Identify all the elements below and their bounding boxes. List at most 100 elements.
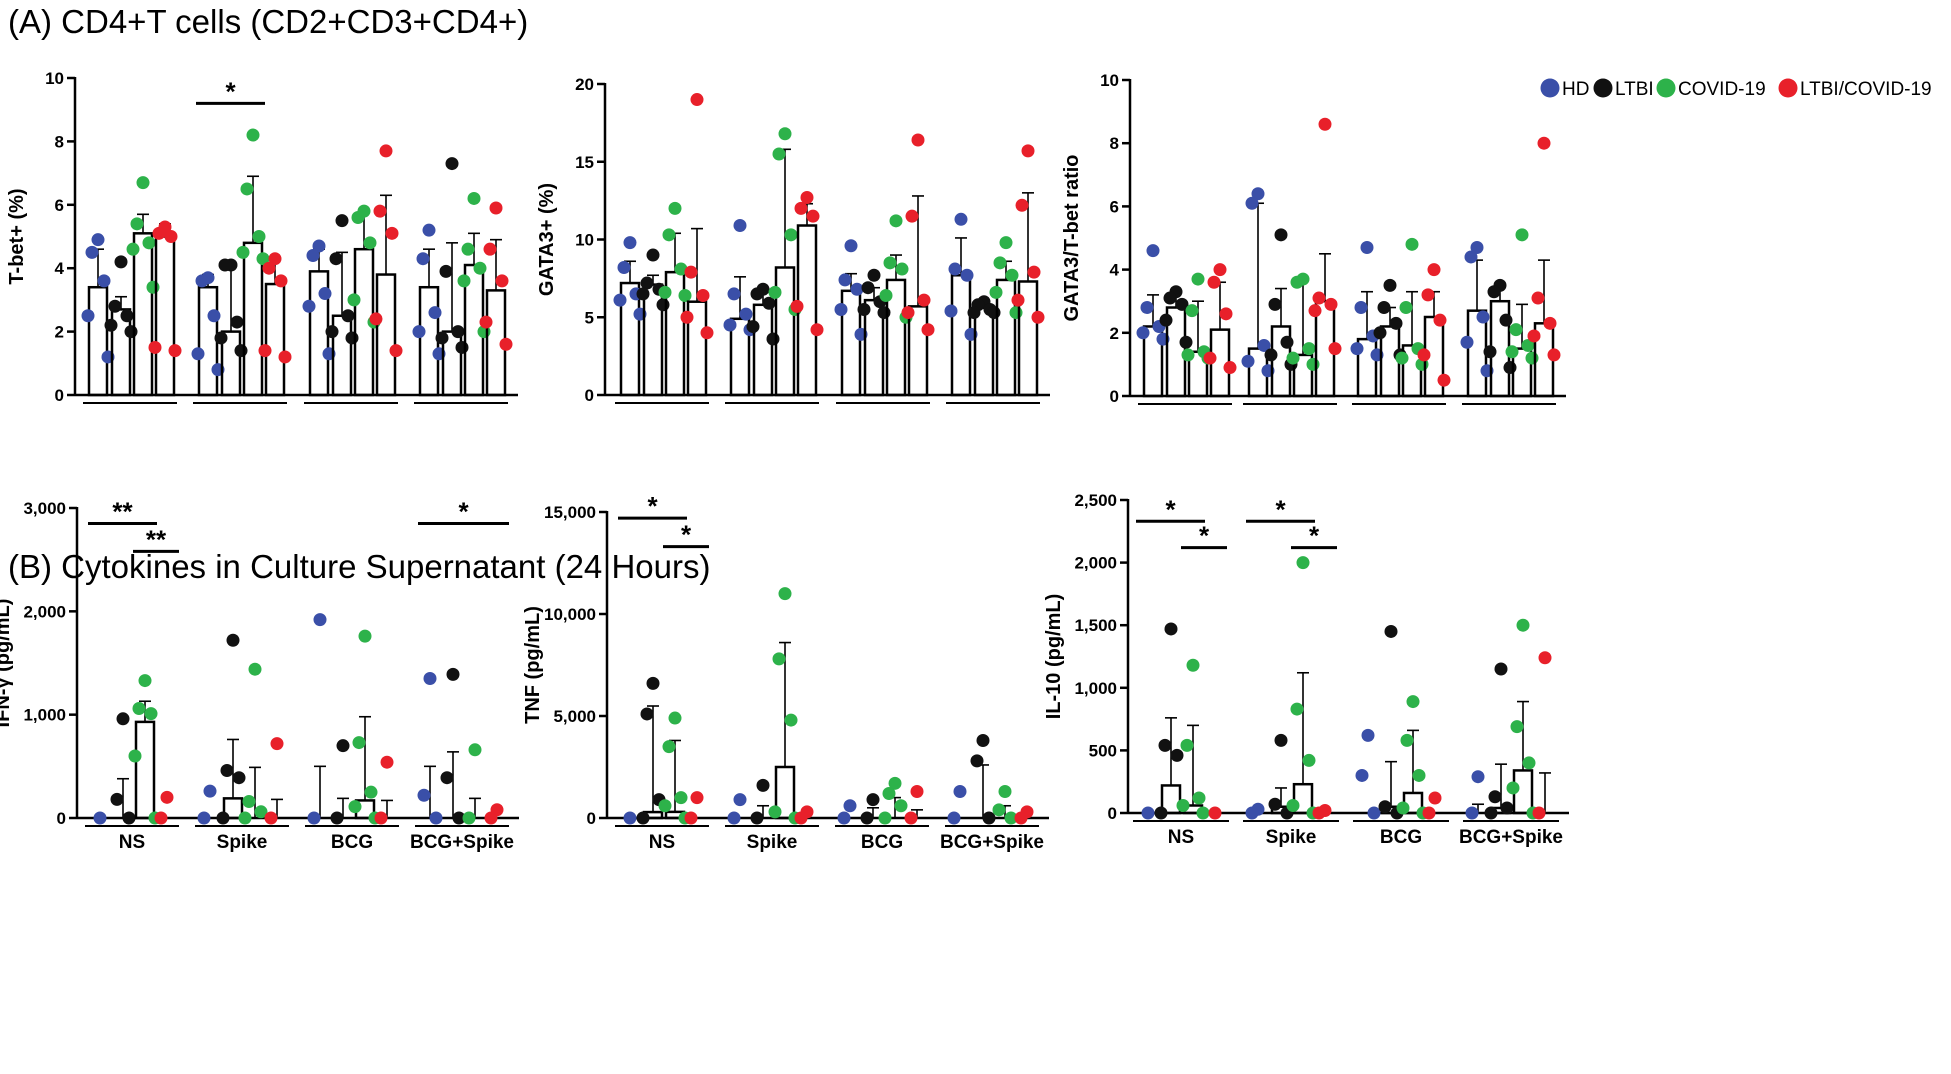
data-point bbox=[992, 803, 1006, 817]
y-axis-label: GATA3+ (%) bbox=[536, 183, 558, 296]
data-point bbox=[216, 811, 230, 825]
data-point bbox=[1268, 297, 1282, 311]
data-point bbox=[264, 811, 278, 825]
panel-tbet: 0 2 4 6 8 10 T-bet+ (%) * bbox=[6, 69, 518, 405]
legend-marker-2 bbox=[1656, 78, 1676, 98]
y-tick-label: 0 bbox=[57, 809, 66, 828]
data-point bbox=[1506, 781, 1520, 795]
data-point bbox=[138, 674, 152, 688]
data-point bbox=[142, 236, 156, 250]
legend-label-3: LTBI/COVID-19 bbox=[1800, 79, 1932, 100]
data-point bbox=[998, 784, 1012, 798]
data-point bbox=[993, 256, 1007, 270]
data-point bbox=[866, 793, 880, 807]
data-point bbox=[312, 239, 326, 253]
y-axis-label: T-bet+ (%) bbox=[6, 188, 28, 284]
data-point bbox=[218, 258, 232, 272]
y-tick-label: 3,000 bbox=[23, 499, 66, 518]
data-point bbox=[911, 133, 925, 147]
data-point bbox=[345, 331, 359, 345]
category-label: BCG+Spike bbox=[940, 832, 1044, 853]
data-point bbox=[766, 332, 780, 346]
data-point bbox=[1164, 622, 1178, 636]
data-point bbox=[1527, 329, 1541, 343]
data-point bbox=[307, 811, 321, 825]
legend-label-2: COVID-19 bbox=[1678, 79, 1766, 100]
data-point bbox=[680, 310, 694, 324]
data-point bbox=[1181, 348, 1195, 362]
data-point bbox=[363, 236, 377, 250]
data-point bbox=[1196, 806, 1210, 820]
data-point bbox=[93, 811, 107, 825]
data-point bbox=[1308, 304, 1322, 318]
data-point bbox=[844, 239, 858, 253]
data-point bbox=[1306, 357, 1320, 371]
y-tick-label: 10 bbox=[45, 69, 64, 88]
data-point bbox=[727, 287, 741, 301]
data-point bbox=[451, 325, 465, 339]
data-point bbox=[883, 256, 897, 270]
data-point bbox=[1460, 335, 1474, 349]
data-point bbox=[352, 736, 366, 750]
data-point bbox=[130, 217, 144, 231]
bar bbox=[1017, 280, 1039, 397]
bar bbox=[1356, 337, 1378, 398]
bar bbox=[752, 303, 774, 397]
y-tick-label: 2 bbox=[1110, 324, 1119, 343]
data-point bbox=[1417, 348, 1431, 362]
data-point bbox=[85, 245, 99, 259]
data-point bbox=[843, 799, 857, 813]
category-label: Spike bbox=[1266, 827, 1317, 848]
data-point bbox=[658, 285, 672, 299]
data-point bbox=[1484, 806, 1498, 820]
data-point bbox=[262, 261, 276, 275]
category-label: BCG bbox=[331, 832, 373, 853]
bar bbox=[87, 285, 109, 397]
data-point bbox=[416, 252, 430, 266]
data-point bbox=[1159, 313, 1173, 327]
data-point bbox=[164, 230, 178, 243]
data-point bbox=[733, 793, 747, 807]
data-point bbox=[1021, 144, 1035, 158]
bar bbox=[907, 305, 929, 397]
data-point bbox=[358, 629, 372, 643]
y-tick-label: 0 bbox=[55, 386, 64, 405]
data-point bbox=[947, 811, 961, 825]
data-point bbox=[351, 210, 365, 224]
data-point bbox=[423, 672, 437, 685]
data-point bbox=[860, 811, 874, 825]
data-point bbox=[1396, 801, 1410, 815]
data-point bbox=[877, 306, 891, 320]
legend-marker-1 bbox=[1593, 78, 1613, 98]
data-point bbox=[1185, 304, 1199, 318]
data-point bbox=[195, 274, 209, 288]
data-point bbox=[690, 791, 704, 805]
data-point bbox=[1505, 345, 1519, 359]
data-point bbox=[429, 811, 443, 825]
data-point bbox=[146, 280, 160, 294]
data-point bbox=[684, 811, 698, 825]
data-point bbox=[656, 298, 670, 312]
y-tick-label: 2,000 bbox=[1074, 554, 1117, 573]
data-point bbox=[1280, 335, 1294, 349]
y-tick-label: 2,000 bbox=[23, 602, 66, 621]
data-point bbox=[270, 737, 284, 751]
data-point bbox=[246, 128, 260, 142]
y-tick-label: 20 bbox=[575, 75, 594, 94]
panel-tnf: 0 5,000 10,000 15,000 TNF (pg/mL) NS Spike BCG B… bbox=[522, 491, 1049, 853]
data-point bbox=[750, 287, 764, 301]
data-point bbox=[1400, 733, 1414, 747]
data-point bbox=[674, 791, 688, 805]
data-point bbox=[136, 176, 150, 190]
y-tick-label: 10,000 bbox=[544, 605, 596, 624]
bar bbox=[197, 285, 219, 397]
y-tick-label: 0 bbox=[585, 386, 594, 405]
data-point bbox=[232, 771, 246, 785]
data-point bbox=[1004, 811, 1018, 825]
bar bbox=[774, 266, 796, 397]
data-point bbox=[116, 712, 130, 726]
data-point bbox=[1531, 291, 1545, 305]
data-point bbox=[1251, 187, 1265, 201]
significance-label: ** bbox=[146, 524, 167, 554]
data-point bbox=[1354, 301, 1368, 315]
